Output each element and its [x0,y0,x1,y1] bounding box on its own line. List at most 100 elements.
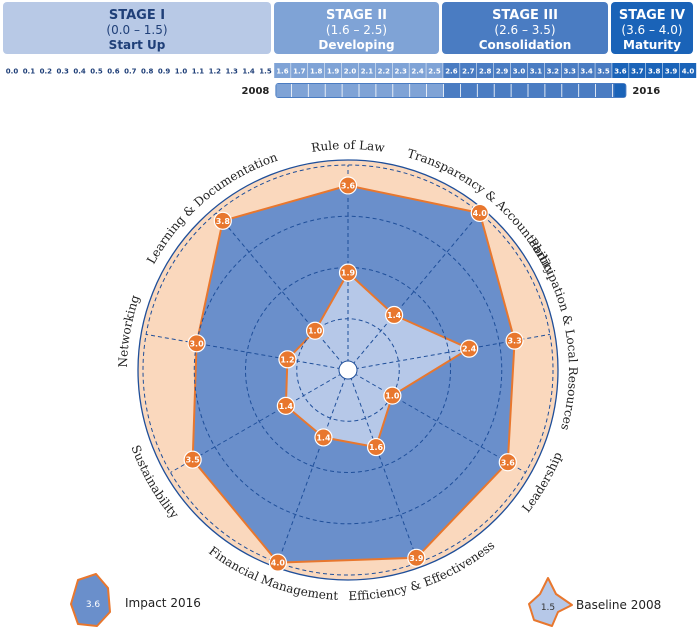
scale-tick-label: 0.1 [23,68,36,76]
impact-point-dot [187,334,206,353]
legend-impact-label: Impact 2016 [125,596,201,610]
impact-point: 3.3 [505,331,524,350]
baseline-point: 1.0 [383,386,402,405]
scale-tick-cell [341,63,359,78]
stage-4-name: Maturity [623,38,681,52]
baseline-point: 1.6 [366,437,386,457]
impact-point-dot [268,553,287,572]
radar-spoke [347,369,526,473]
impact-point-label: 3.9 [409,554,424,563]
scale-tick-cell [629,63,646,78]
radar-spoke [277,369,349,563]
scale-tick-cell [544,63,561,78]
legend-impact-value: 3.6 [86,600,101,610]
impact-point-label: 3.0 [189,339,204,348]
baseline-point-dot [305,321,325,340]
scale-tick-label: 1.6 [276,68,289,76]
scale-tick-label: 0.7 [124,68,137,76]
scale-tick-cell [595,63,612,78]
scale-tick-label: 2.3 [394,68,407,76]
scale-tick-label: 0.4 [73,68,86,76]
progress-bar-segment [276,84,444,97]
legend-impact-swatch [70,573,111,627]
scale-tick-label: 3.5 [597,68,610,76]
stage-3-name: Consolidation [478,38,572,52]
baseline-point: 1.2 [278,350,297,369]
axis-label-text: Rule of Law [310,138,386,155]
impact-point-label: 3.5 [186,456,201,465]
scale-tick-cell [646,63,663,78]
legend-baseline: 1.5 Baseline 2008 [528,577,661,627]
baseline-point-dot [314,428,333,447]
stage-4-box: STAGE IV (3.6 – 4.0) Maturity [611,2,693,54]
baseline-point-dot [338,263,358,282]
stage-1-title: STAGE I [108,8,166,23]
baseline-point-label: 2.4 [462,345,477,354]
baseline-point-label: 1.0 [385,392,400,401]
baseline-point-label: 1.6 [369,443,384,452]
radar-grid-ring [142,164,554,576]
radar-grid-ring [193,215,503,525]
baseline-point: 1.0 [305,321,325,340]
progress-bar-segment [445,84,613,97]
progress-end-label: 2016 [632,86,660,97]
scale-tick-label: 1.3 [225,68,238,76]
scale-tick-cell [662,63,680,78]
scale-tick-label: 3.4 [580,68,593,76]
stage-3-box: STAGE III (2.6 – 3.5) Consolidation [442,2,608,54]
scale-tick-cell [578,63,595,78]
scale-tick-cell [510,63,528,78]
radar-center [338,360,358,380]
scale-tick-cell [324,63,342,78]
scale-tick-label: 0.6 [107,68,120,76]
stage-3-range: (2.6 – 3.5) [494,23,556,37]
scale-tick-cell [409,63,426,78]
impact-point-dot [407,548,426,567]
impact-point-label: 3.6 [501,458,516,467]
stage-2-title: STAGE II [325,8,388,23]
scale-tick-cell [274,63,291,78]
scale-tick-label: 1.4 [242,68,255,76]
scale-tick-label: 1.7 [293,68,306,76]
baseline-point-dot [366,437,386,457]
scale-tick-cell [308,63,325,78]
legend-baseline-swatch [528,577,573,627]
baseline-point: 2.4 [460,339,479,358]
scale-tick-label: 2.6 [445,68,458,76]
scale-tick-label: 2.9 [496,68,509,76]
scale-tick-label: 1.8 [310,68,323,76]
impact-point-label: 3.6 [341,182,356,191]
scale-tick-cell [426,63,443,78]
scale-tick-cell [460,63,477,78]
scale-tick-label: 3.9 [665,68,678,76]
scale-tick-label: 3.7 [631,68,644,76]
radar-grid-ring [245,267,451,473]
impact-point-label: 4.0 [473,209,488,218]
legend-impact: 3.6 Impact 2016 [70,573,201,627]
stage-3-title: STAGE III [492,8,558,23]
radar-spoke [347,369,419,563]
baseline-point-dot [383,386,402,405]
scale-tick-label: 3.0 [513,68,526,76]
scale-tick-label: 4.0 [682,68,695,76]
impact-point-dot [183,450,202,469]
baseline-point-dot [278,350,297,369]
radar-plot: 3.6 4.0 3.3 3.6 3.9 4.0 3.5 3.0 3.8 1.9 1.4 2.4 1.0 1… [116,138,580,603]
scale-tick-cell [612,63,629,78]
stage-header: STAGE I (0.0 – 1.5) Start Up STAGE II (1… [0,0,697,56]
impact-point: 3.8 [213,211,232,230]
impact-point: 3.6 [498,453,517,472]
baseline-point: 1.4 [314,428,333,447]
progress-bar-segment [614,84,626,97]
baseline-point-dot [460,339,479,358]
scale-tick-label: 3.3 [563,68,576,76]
scale-tick-label: 1.0 [175,68,188,76]
baseline-point-label: 1.9 [341,269,356,278]
scale-tick-cell [392,63,409,78]
scale-tick-cell [375,63,392,78]
scale-tick-label: 2.2 [378,68,391,76]
scale-tick-cell [291,63,308,78]
axis-label: Rule of Law [310,138,386,155]
